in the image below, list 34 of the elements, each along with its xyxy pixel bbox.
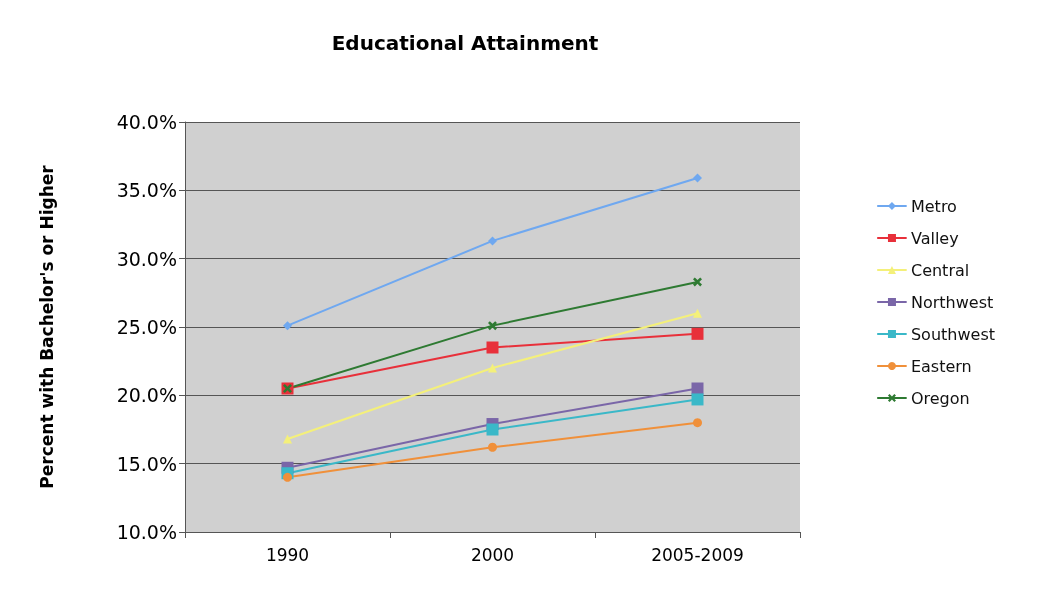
point [488,442,497,452]
y-tick-label: 15.0% [116,452,177,475]
y-tick-label: 25.0% [116,316,177,338]
y-tick-label: 20.0% [116,384,177,407]
point [283,472,292,482]
legend-label: Metro [910,196,957,216]
y-tick-label: 35.0% [116,179,177,202]
legend-label: Eastern [910,356,972,376]
point [486,341,499,354]
point [693,418,702,428]
point [283,434,292,444]
point [691,393,704,406]
x-tick-label: 1990 [265,544,310,565]
point [693,277,702,287]
y-tick-label: 40.0% [116,111,177,133]
point [283,321,292,331]
legend-label: Northwest [910,292,994,312]
y-tick-label: 10.0% [116,521,177,543]
y-axis-title: Percent with Bachelor's or Higher [36,164,57,489]
point [693,173,702,183]
x-tick-label: 2005-2009 [651,544,744,565]
point [488,363,497,373]
point [488,236,497,246]
point [691,327,704,340]
legend-label: Oregon [910,388,970,408]
legend-label: Central [910,260,970,280]
legend-label: Valley [910,228,959,248]
chart-title: Educational Attainment [331,31,599,55]
point [488,321,497,331]
x-tick-label: 2000 [470,544,515,565]
point [486,423,499,436]
point [693,308,702,318]
y-tick-label: 30.0% [116,247,177,270]
legend-label: Southwest [910,324,996,344]
